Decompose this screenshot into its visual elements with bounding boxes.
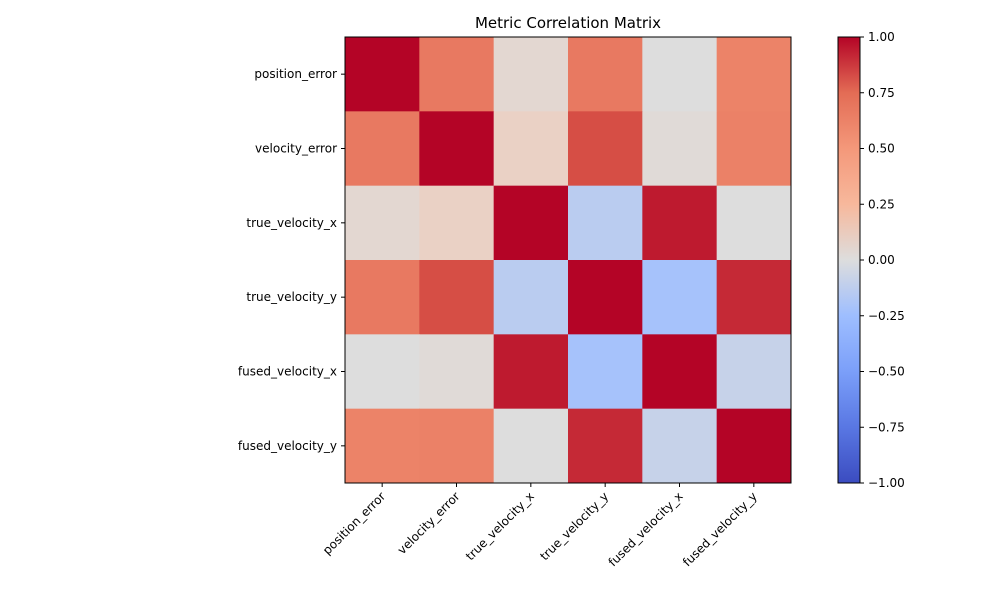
heatmap-cell xyxy=(493,37,569,112)
colorbar-tick-label: 0.25 xyxy=(868,197,895,211)
heatmap-cell xyxy=(642,334,718,410)
heatmap-cell xyxy=(716,334,792,410)
heatmap-cell xyxy=(345,334,420,410)
heatmap-cell xyxy=(568,260,643,335)
heatmap-cell xyxy=(642,185,718,261)
y-tick-label: position_error xyxy=(254,67,337,81)
heatmap-cell xyxy=(716,408,792,484)
colorbar-tick-label: 1.00 xyxy=(868,30,895,44)
colorbar-tick-label: −0.25 xyxy=(868,309,905,323)
y-tick-label: fused_velocity_y xyxy=(238,439,337,453)
colorbar-tick-label: −1.00 xyxy=(868,476,905,490)
heatmap-cell xyxy=(493,408,569,484)
chart-title: Metric Correlation Matrix xyxy=(475,14,661,32)
heatmap-cell xyxy=(493,334,569,410)
heatmap-cells xyxy=(345,37,792,484)
x-tick-label: position_error xyxy=(320,489,388,557)
y-axis: position_error velocity_error true_velocit… xyxy=(238,67,345,453)
heatmap-cell xyxy=(716,260,792,335)
heatmap-cell xyxy=(568,408,643,484)
heatmap-cell xyxy=(419,334,495,410)
heatmap-cell xyxy=(568,185,643,261)
y-tick-label: velocity_error xyxy=(255,142,337,156)
heatmap-cell xyxy=(716,111,792,187)
heatmap-cell xyxy=(345,111,420,187)
heatmap-cell xyxy=(642,37,718,112)
x-tick-label: true_velocity_y xyxy=(537,489,611,563)
heatmap-cell xyxy=(642,111,718,187)
colorbar-axis: 1.00 0.75 0.50 0.25 0.00 −0.25 −0.50 −0.75 −1.00 xyxy=(860,30,905,490)
heatmap-cell xyxy=(419,111,495,187)
x-tick-label: fused_velocity_x xyxy=(606,489,686,569)
colorbar xyxy=(837,36,861,484)
x-tick-label: fused_velocity_y xyxy=(680,489,760,569)
colorbar-tick-label: 0.75 xyxy=(868,86,895,100)
heatmap-cell xyxy=(345,260,420,335)
x-axis: position_error velocity_error true_velocit… xyxy=(320,483,760,569)
x-tick-label: velocity_error xyxy=(395,489,463,557)
heatmap-cell xyxy=(345,37,420,112)
heatmap-cell xyxy=(568,334,643,410)
heatmap-cell xyxy=(345,185,420,261)
heatmap-cell xyxy=(568,111,643,187)
heatmap-cell xyxy=(419,408,495,484)
heatmap-cell xyxy=(493,185,569,261)
y-tick-label: fused_velocity_x xyxy=(238,365,337,379)
colorbar-tick-label: −0.75 xyxy=(868,420,905,434)
colorbar-tick-label: 0.50 xyxy=(868,142,895,156)
heatmap-cell xyxy=(345,408,420,484)
colorbar-tick-label: 0.00 xyxy=(868,253,895,267)
heatmap-cell xyxy=(716,185,792,261)
plot-frame xyxy=(344,36,792,484)
heatmap-cell xyxy=(419,185,495,261)
colorbar-tick-label: −0.50 xyxy=(868,365,905,379)
heatmap-cell xyxy=(493,111,569,187)
heatmap-cell xyxy=(642,408,718,484)
heatmap-cell xyxy=(493,260,569,335)
heatmap-cell xyxy=(419,260,495,335)
heatmap-cell xyxy=(568,37,643,112)
y-tick-label: true_velocity_y xyxy=(246,290,337,304)
heatmap-cell xyxy=(642,260,718,335)
heatmap-cell xyxy=(419,37,495,112)
heatmap-cell xyxy=(716,37,792,112)
x-tick-label: true_velocity_x xyxy=(463,489,537,563)
y-tick-label: true_velocity_x xyxy=(246,216,337,230)
